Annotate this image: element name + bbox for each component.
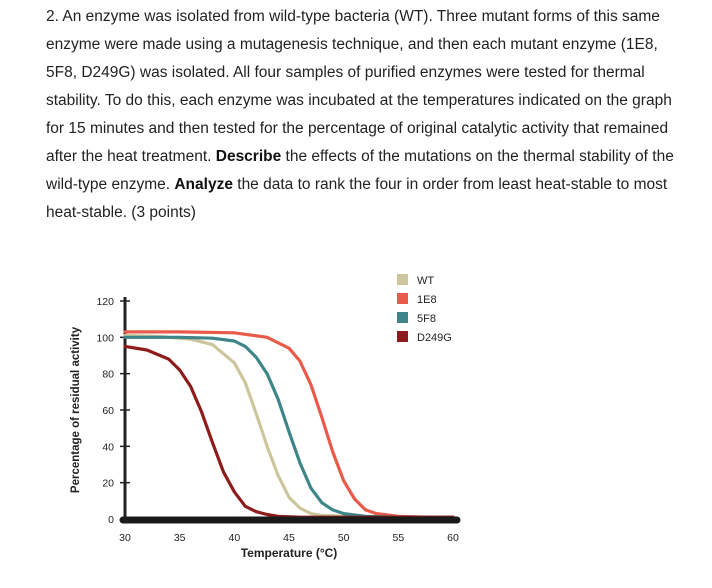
x-tick-label: 50 — [338, 532, 350, 544]
legend-swatch-d249g — [397, 331, 408, 342]
series-line-1e8 — [123, 330, 455, 519]
y-axis-title: Percentage of residual activity — [70, 326, 82, 493]
legend-swatch-wt — [397, 274, 408, 285]
question-paragraph: 2. An enzyme was isolated from wild-type… — [46, 3, 676, 227]
analyze-keyword: Analyze — [174, 176, 233, 193]
x-tick-label: 40 — [228, 532, 240, 544]
legend-label-d249g: D249G — [417, 332, 452, 344]
series-line-5f8 — [123, 335, 455, 519]
legend-label-5f8: 5F8 — [417, 313, 436, 325]
legend-swatch-5f8 — [397, 312, 408, 323]
x-tick-label: 35 — [174, 532, 186, 544]
legend-swatch-1e8 — [397, 293, 408, 304]
x-tick-label: 60 — [447, 532, 459, 544]
question-text: 2. An enzyme was isolated from wild-type… — [46, 3, 676, 227]
thermal-stability-chart: 0 20 40 60 80 100 120 30 35 40 45 50 55 60 Temperature… — [70, 274, 461, 560]
describe-instruction: the effects of the mutations on the ther… — [46, 148, 674, 193]
x-tick-label: 30 — [119, 532, 131, 544]
question-intro: 2. An enzyme was isolated from wild-type… — [46, 8, 672, 165]
y-tick-label: 0 — [108, 514, 114, 526]
y-tick-label: 80 — [102, 369, 114, 381]
x-tick-label: 55 — [392, 532, 404, 544]
legend-label-wt: WT — [417, 275, 434, 287]
analyze-instruction: the data to rank the four in order from … — [46, 176, 668, 221]
y-tick-label: 40 — [102, 441, 114, 453]
y-tick-label: 20 — [102, 478, 114, 490]
describe-keyword: Describe — [215, 148, 282, 165]
x-axis-title: Temperature (°C) — [241, 546, 338, 560]
legend-label-1e8: 1E8 — [417, 294, 437, 306]
y-tick-label: 100 — [96, 332, 114, 344]
y-tick-label: 60 — [102, 405, 114, 417]
y-tick-label: 120 — [96, 296, 114, 308]
x-tick-label: 45 — [283, 532, 295, 544]
